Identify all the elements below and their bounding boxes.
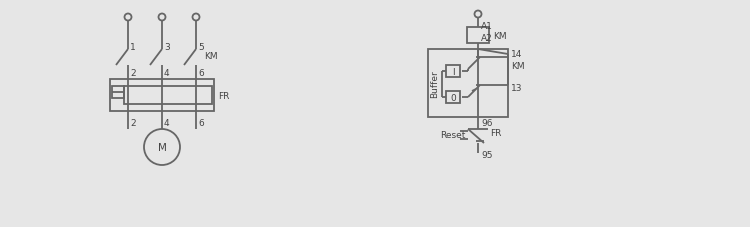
Text: FR: FR	[218, 91, 229, 100]
Text: A2: A2	[481, 34, 493, 43]
Bar	[124, 87, 212, 105]
Text: A1: A1	[481, 21, 493, 30]
Text: FR: FR	[490, 129, 501, 138]
Text: 1: 1	[130, 42, 136, 51]
Text: I: I	[452, 67, 454, 76]
Text: KM: KM	[511, 61, 525, 70]
Text: 0: 0	[450, 93, 456, 102]
Text: 14: 14	[511, 49, 522, 58]
Text: 13: 13	[511, 83, 523, 92]
Text: KM: KM	[493, 31, 506, 40]
Bar	[112, 87, 124, 99]
Text: M: M	[158, 142, 166, 152]
Text: 6: 6	[198, 68, 204, 77]
Text: 5: 5	[198, 42, 204, 51]
Text: Reset: Reset	[440, 131, 466, 140]
Text: 4: 4	[164, 68, 170, 77]
Text: 3: 3	[164, 42, 170, 51]
Text: 96: 96	[481, 118, 493, 127]
Bar	[446, 92, 460, 104]
Text: 95: 95	[481, 151, 493, 160]
Bar	[467, 28, 489, 44]
Text: KM: KM	[204, 51, 218, 60]
Text: 4: 4	[164, 118, 170, 127]
Text: 6: 6	[198, 118, 204, 127]
Bar	[428, 50, 508, 118]
Text: Buffer: Buffer	[430, 70, 439, 97]
Text: 2: 2	[130, 68, 136, 77]
Bar	[110, 80, 214, 111]
Text: 2: 2	[130, 118, 136, 127]
Bar	[446, 66, 460, 78]
